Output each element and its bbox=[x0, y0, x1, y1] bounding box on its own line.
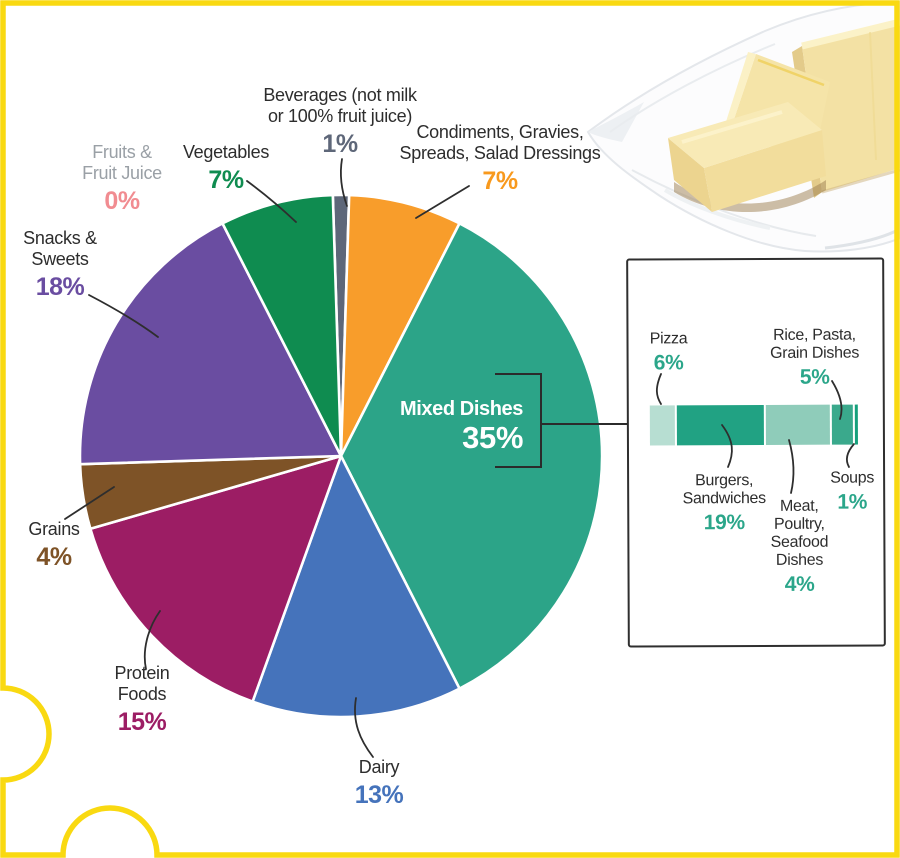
label-beverages: Beverages (not milk or 100% fruit juice)… bbox=[263, 85, 417, 158]
label-dairy: Dairy 13% bbox=[354, 757, 404, 809]
label-soups: Soups 1% bbox=[830, 469, 875, 514]
pie-chart bbox=[78, 193, 604, 719]
bar-segment-meat-poultry-seafood bbox=[765, 404, 830, 445]
label-condiments: Condiments, Gravies, Spreads, Salad Dres… bbox=[399, 122, 601, 195]
butter-photo bbox=[586, 0, 900, 253]
label-meat-poultry-seafood: Meat, Poultry, Seafood Dishes 4% bbox=[770, 497, 829, 596]
label-fruits-fruit-juice: Fruits & Fruit Juice 0% bbox=[82, 142, 162, 215]
label-burgers-sandwiches: Burgers, Sandwiches 19% bbox=[682, 472, 766, 535]
mixed-dishes-stacked-bar bbox=[649, 404, 858, 446]
label-snacks-sweets: Snacks & Sweets 18% bbox=[23, 228, 97, 301]
label-grains: Grains 4% bbox=[28, 519, 80, 571]
label-protein-foods: Protein Foods 15% bbox=[114, 663, 170, 736]
label-vegetables: Vegetables 7% bbox=[182, 142, 270, 194]
label-rice-pasta-grain: Rice, Pasta, Grain Dishes 5% bbox=[770, 326, 860, 389]
label-mixed-dishes: Mixed Dishes 35% bbox=[399, 398, 523, 455]
bar-segment-soups bbox=[854, 404, 858, 445]
bar-segment-pizza bbox=[649, 405, 676, 446]
label-pizza: Pizza 6% bbox=[649, 330, 688, 375]
bar-segment-rice-pasta-grain bbox=[831, 404, 853, 445]
bar-segment-burgers-sandwiches bbox=[676, 404, 764, 446]
mixed-dishes-breakout-box: Pizza 6% Rice, Pasta, Grain Dishes 5% Bu… bbox=[626, 257, 886, 648]
